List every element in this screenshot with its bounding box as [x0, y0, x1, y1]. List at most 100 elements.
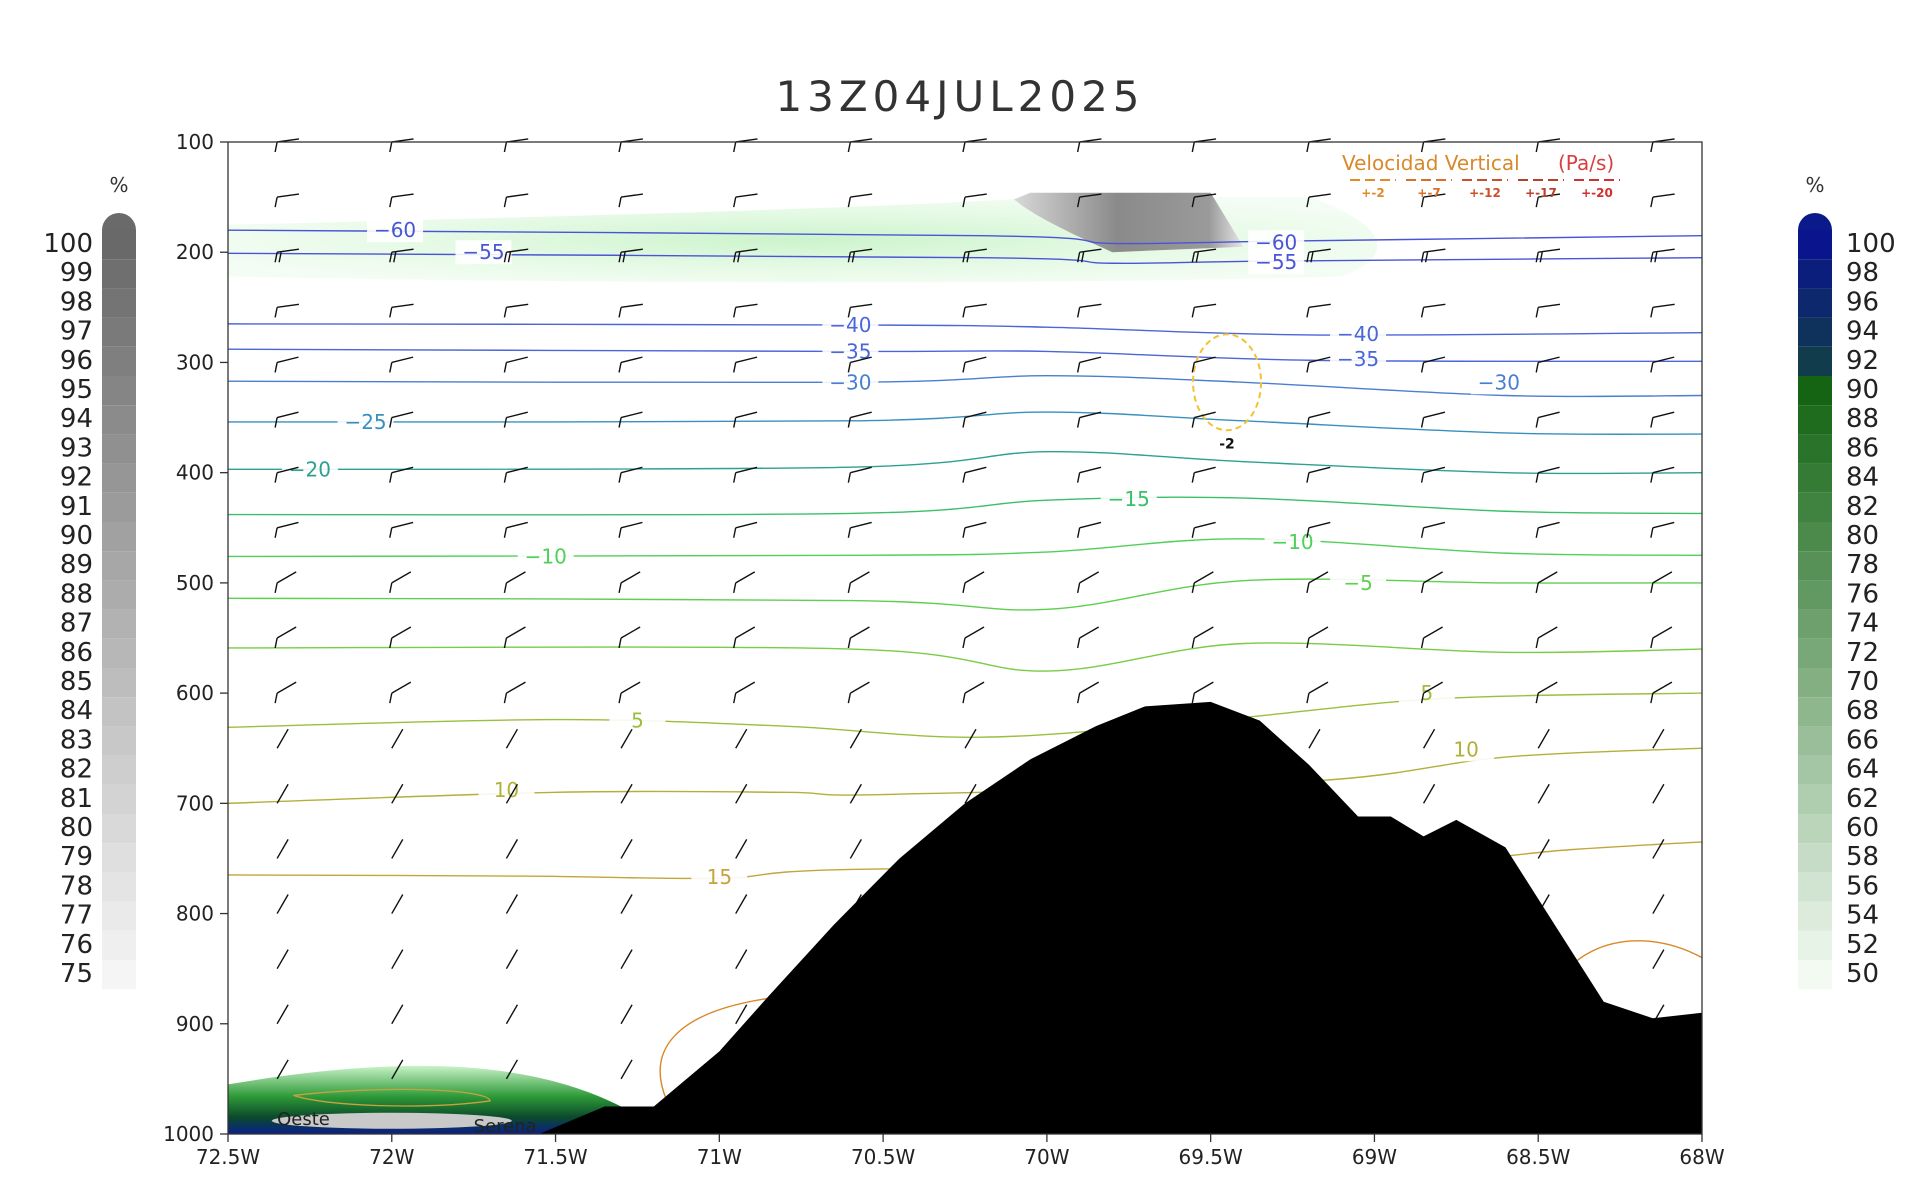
colorbar-swatch: [102, 259, 136, 289]
wind-barb-staff: [1308, 411, 1331, 419]
wind-barb-staff: [276, 681, 297, 694]
colorbar-swatch: [1798, 551, 1832, 581]
contour-label: −5: [1343, 571, 1372, 595]
wind-barb-feather: [847, 141, 852, 153]
wind-barb-feather: [503, 141, 508, 153]
wind-barb-staff: [620, 571, 641, 584]
wind-barb-staff: [620, 248, 643, 253]
x-tick-label: 68W: [1679, 1145, 1724, 1169]
wind-barb: [849, 783, 862, 804]
wind-barb: [1076, 303, 1102, 318]
wind-barb: [618, 521, 643, 538]
chart-title: 13Z04JUL2025: [775, 72, 1144, 121]
colorbar-swatch: [1798, 901, 1832, 931]
wind-barb: [1535, 571, 1558, 594]
wind-barb-staff: [391, 411, 414, 419]
wind-barb-staff: [1194, 193, 1217, 198]
wind-barb: [389, 411, 414, 428]
wind-barb-feather: [1191, 252, 1195, 263]
colorbar-label: 70: [1846, 667, 1879, 697]
wind-barb-feather: [274, 582, 278, 594]
wind-barb-staff: [1308, 626, 1329, 639]
wind-barb-staff: [620, 626, 641, 639]
wind-barb: [1191, 626, 1214, 649]
wind-barb-staff: [1308, 521, 1331, 529]
wind-barb-staff: [964, 783, 977, 804]
colorbar-swatch: [1798, 638, 1832, 668]
wind-barb-staff: [849, 728, 862, 749]
wind-barb-feather: [1191, 141, 1195, 153]
wind-barb-feather: [1650, 307, 1654, 318]
colorbar-swatch: [1798, 522, 1832, 552]
place-label: Serena: [474, 1116, 537, 1137]
wind-barb-staff: [1423, 571, 1443, 584]
wind-barb: [274, 193, 300, 208]
colorbar-swatch: [102, 901, 136, 931]
colorbar-swatch: [1798, 580, 1832, 610]
contour-label-bg: [691, 865, 748, 890]
wind-barb: [1652, 728, 1665, 749]
wind-barb-feather: [962, 472, 966, 483]
wind-barb-staff: [1422, 783, 1436, 804]
wind-barb-feather: [393, 252, 397, 263]
wind-barb: [620, 894, 633, 914]
wind-barb-staff: [506, 466, 528, 474]
wind-barb: [503, 411, 528, 428]
wind-barb-staff: [391, 894, 404, 914]
x-tick-label: 70.5W: [851, 1145, 916, 1169]
place-label: Oeste: [277, 1109, 330, 1130]
wind-barb-staff: [505, 839, 519, 859]
contour-label: 5: [1420, 681, 1433, 705]
wind-barb-feather: [847, 692, 852, 704]
wind-barb-staff: [1194, 411, 1216, 419]
colorbar-label: 75: [60, 959, 93, 989]
wind-barb: [1306, 193, 1331, 208]
colorbar-label: 94: [1846, 317, 1879, 347]
wind-barb: [1191, 411, 1216, 428]
wind-barb: [391, 728, 404, 749]
wind-barb-feather: [1535, 196, 1539, 208]
vertical-velocity-contours: -2: [293, 333, 1703, 1135]
wind-barb-staff: [620, 193, 643, 198]
wind-barb: [733, 303, 758, 318]
contour-label-bg: [1330, 570, 1387, 595]
wind-barb-staff: [391, 571, 412, 584]
wind-barb: [733, 193, 758, 208]
colorbar-swatch: [1798, 230, 1832, 260]
wind-barb-staff: [1079, 248, 1102, 253]
wind-barb-feather: [389, 692, 393, 704]
wind-barb: [1535, 138, 1561, 153]
wind-barb: [391, 839, 404, 859]
wind-barb-staff: [964, 193, 987, 198]
wind-barb: [735, 839, 748, 859]
wind-barb-staff: [964, 356, 987, 364]
wind-barb: [276, 1004, 289, 1025]
wind-barb-staff: [1423, 248, 1446, 253]
colorbar-label: 88: [60, 579, 93, 609]
wind-barb: [1420, 466, 1446, 483]
contour-line: [227, 348, 1703, 363]
colorbar-swatch: [1798, 376, 1832, 406]
wind-barb-feather: [962, 141, 966, 153]
colorbar-label: 87: [60, 609, 93, 639]
wind-barb-feather: [503, 307, 508, 318]
wind-barb: [505, 1004, 519, 1025]
wind-barb: [962, 681, 985, 704]
wind-barb-feather: [737, 252, 741, 263]
colorbar-label: 95: [60, 375, 93, 405]
wind-barb-feather: [1535, 582, 1539, 594]
colorbar-label: 91: [60, 492, 93, 522]
wind-barb-staff: [1652, 193, 1675, 198]
wind-barb-feather: [1650, 252, 1654, 263]
contour-label: −25: [344, 410, 386, 434]
contour-line: [227, 323, 1703, 336]
x-tick-label: 69.5W: [1179, 1145, 1244, 1169]
wind-barb: [274, 138, 300, 153]
wind-barb: [1650, 571, 1673, 594]
y-tick-label: 700: [176, 791, 214, 815]
wind-barb-staff: [1652, 949, 1665, 970]
wind-barb-staff: [1308, 571, 1329, 584]
wind-barb-staff: [735, 626, 756, 639]
wind-barb-feather: [1076, 692, 1081, 704]
wind-barb-staff: [1194, 521, 1216, 529]
